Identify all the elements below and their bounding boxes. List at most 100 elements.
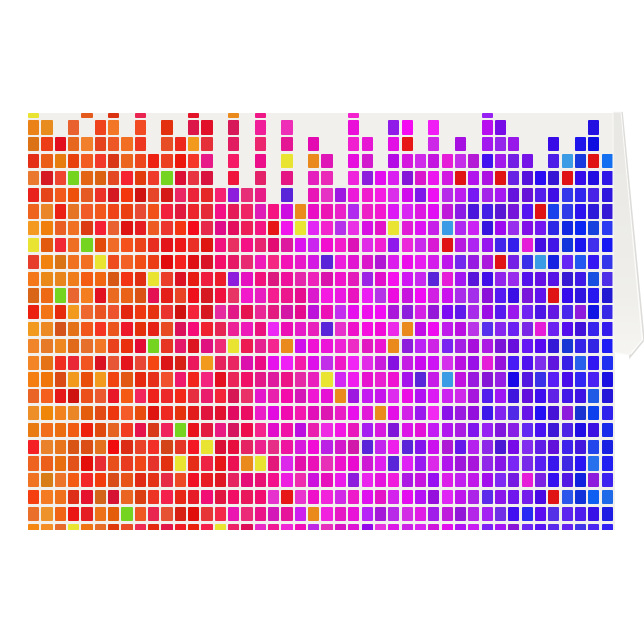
mosaic-cell (281, 372, 293, 387)
mosaic-cell (281, 506, 293, 522)
mosaic-cell (108, 355, 120, 370)
mosaic-cell (374, 254, 387, 270)
mosaic-cell (81, 288, 93, 303)
mosaic-cell (201, 338, 213, 354)
mosaic-cell (481, 137, 493, 152)
mosaic-cell (68, 288, 80, 303)
mosaic-cell (94, 137, 106, 152)
mosaic-cell (188, 113, 200, 118)
mosaic-cell (188, 321, 200, 337)
mosaic-cell (574, 271, 587, 286)
mosaic-cell (601, 523, 613, 530)
mosaic-cell (268, 355, 280, 370)
mosaic-cell (281, 137, 293, 152)
mosaic-cell (134, 456, 146, 471)
mosaic-cell (534, 271, 547, 286)
mosaic-cell (161, 389, 173, 404)
mosaic-cell (174, 221, 186, 236)
mosaic-cell (534, 237, 547, 253)
mosaic-cell (308, 355, 320, 370)
mosaic-cell (108, 321, 120, 337)
mosaic-cell (94, 456, 106, 471)
mosaic-cell (374, 338, 387, 354)
mosaic-cell (134, 305, 146, 320)
mosaic-cell (414, 271, 427, 286)
mosaic-cell (361, 187, 373, 202)
mosaic-cell (574, 355, 587, 370)
mosaic-cell (121, 221, 133, 236)
mosaic-cell (94, 305, 106, 320)
mosaic-cell (401, 355, 413, 370)
mosaic-cell (161, 439, 173, 454)
mosaic-cell (28, 405, 40, 421)
mosaic-cell (254, 523, 266, 530)
mosaic-cell (481, 372, 493, 387)
mosaic-cell (428, 137, 440, 152)
mosaic-cell (281, 305, 293, 320)
mosaic-cell (41, 372, 53, 387)
mosaic-cell (28, 473, 40, 488)
mosaic-cell (588, 422, 600, 438)
mosaic-cell (521, 288, 533, 303)
mosaic-cell (41, 321, 53, 337)
mosaic-cell (361, 137, 373, 152)
mosaic-cell (41, 456, 53, 471)
mosaic-cell (294, 523, 306, 530)
mosaic-cell (374, 204, 387, 219)
mosaic-cell (201, 204, 213, 219)
mosaic-cell (428, 372, 440, 387)
mosaic-cell (121, 523, 133, 530)
mosaic-cell (41, 523, 53, 530)
mosaic-cell (428, 405, 440, 421)
mosaic-cell (414, 456, 427, 471)
mosaic-cell (148, 405, 160, 421)
mosaic-cell (521, 405, 533, 421)
mosaic-cell (241, 271, 253, 286)
mosaic-cell (214, 204, 226, 219)
mosaic-cell (121, 405, 133, 421)
mosaic-cell (588, 355, 600, 370)
mosaic-cell (374, 221, 387, 236)
mosaic-cell (134, 321, 146, 337)
mosaic-cell (534, 204, 547, 219)
mosaic-cell (454, 372, 467, 387)
mosaic-cell (481, 506, 493, 522)
mosaic-cell (401, 271, 413, 286)
mosaic-cell (454, 187, 467, 202)
mosaic-cell (481, 170, 493, 186)
mosaic-cell (188, 422, 200, 438)
mosaic-cell (561, 237, 573, 253)
mosaic-cell (54, 422, 66, 438)
mosaic-cell (268, 422, 280, 438)
mosaic-cell (94, 389, 106, 404)
mosaic-cell (134, 237, 146, 253)
mosaic-cell (148, 489, 160, 505)
mosaic-cell (281, 473, 293, 488)
mosaic-cell (454, 389, 467, 404)
mosaic-cell (201, 120, 213, 135)
mosaic-cell (94, 271, 106, 286)
mosaic-cell (281, 355, 293, 370)
mosaic-cell (534, 372, 547, 387)
mosaic-cell (254, 506, 266, 522)
mosaic-cell (494, 288, 507, 303)
mosaic-cell (28, 506, 40, 522)
mosaic-cell (428, 439, 440, 454)
mosaic-cell (254, 237, 266, 253)
mosaic-cell (294, 355, 306, 370)
mosaic-cell (294, 271, 306, 286)
mosaic-cell (588, 338, 600, 354)
mosaic-cell (214, 305, 226, 320)
mosaic-cell (521, 389, 533, 404)
mosaic-cell (548, 153, 560, 169)
mosaic-cell (361, 506, 373, 522)
mosaic-cell (521, 321, 533, 337)
mosaic-cell (161, 221, 173, 236)
mosaic-cell (441, 523, 453, 530)
mosaic-cell (108, 489, 120, 505)
mosaic-cell (281, 523, 293, 530)
mosaic-cell (41, 389, 53, 404)
mosaic-cell (68, 355, 80, 370)
mosaic-cell (414, 355, 427, 370)
mosaic-cell (374, 355, 387, 370)
